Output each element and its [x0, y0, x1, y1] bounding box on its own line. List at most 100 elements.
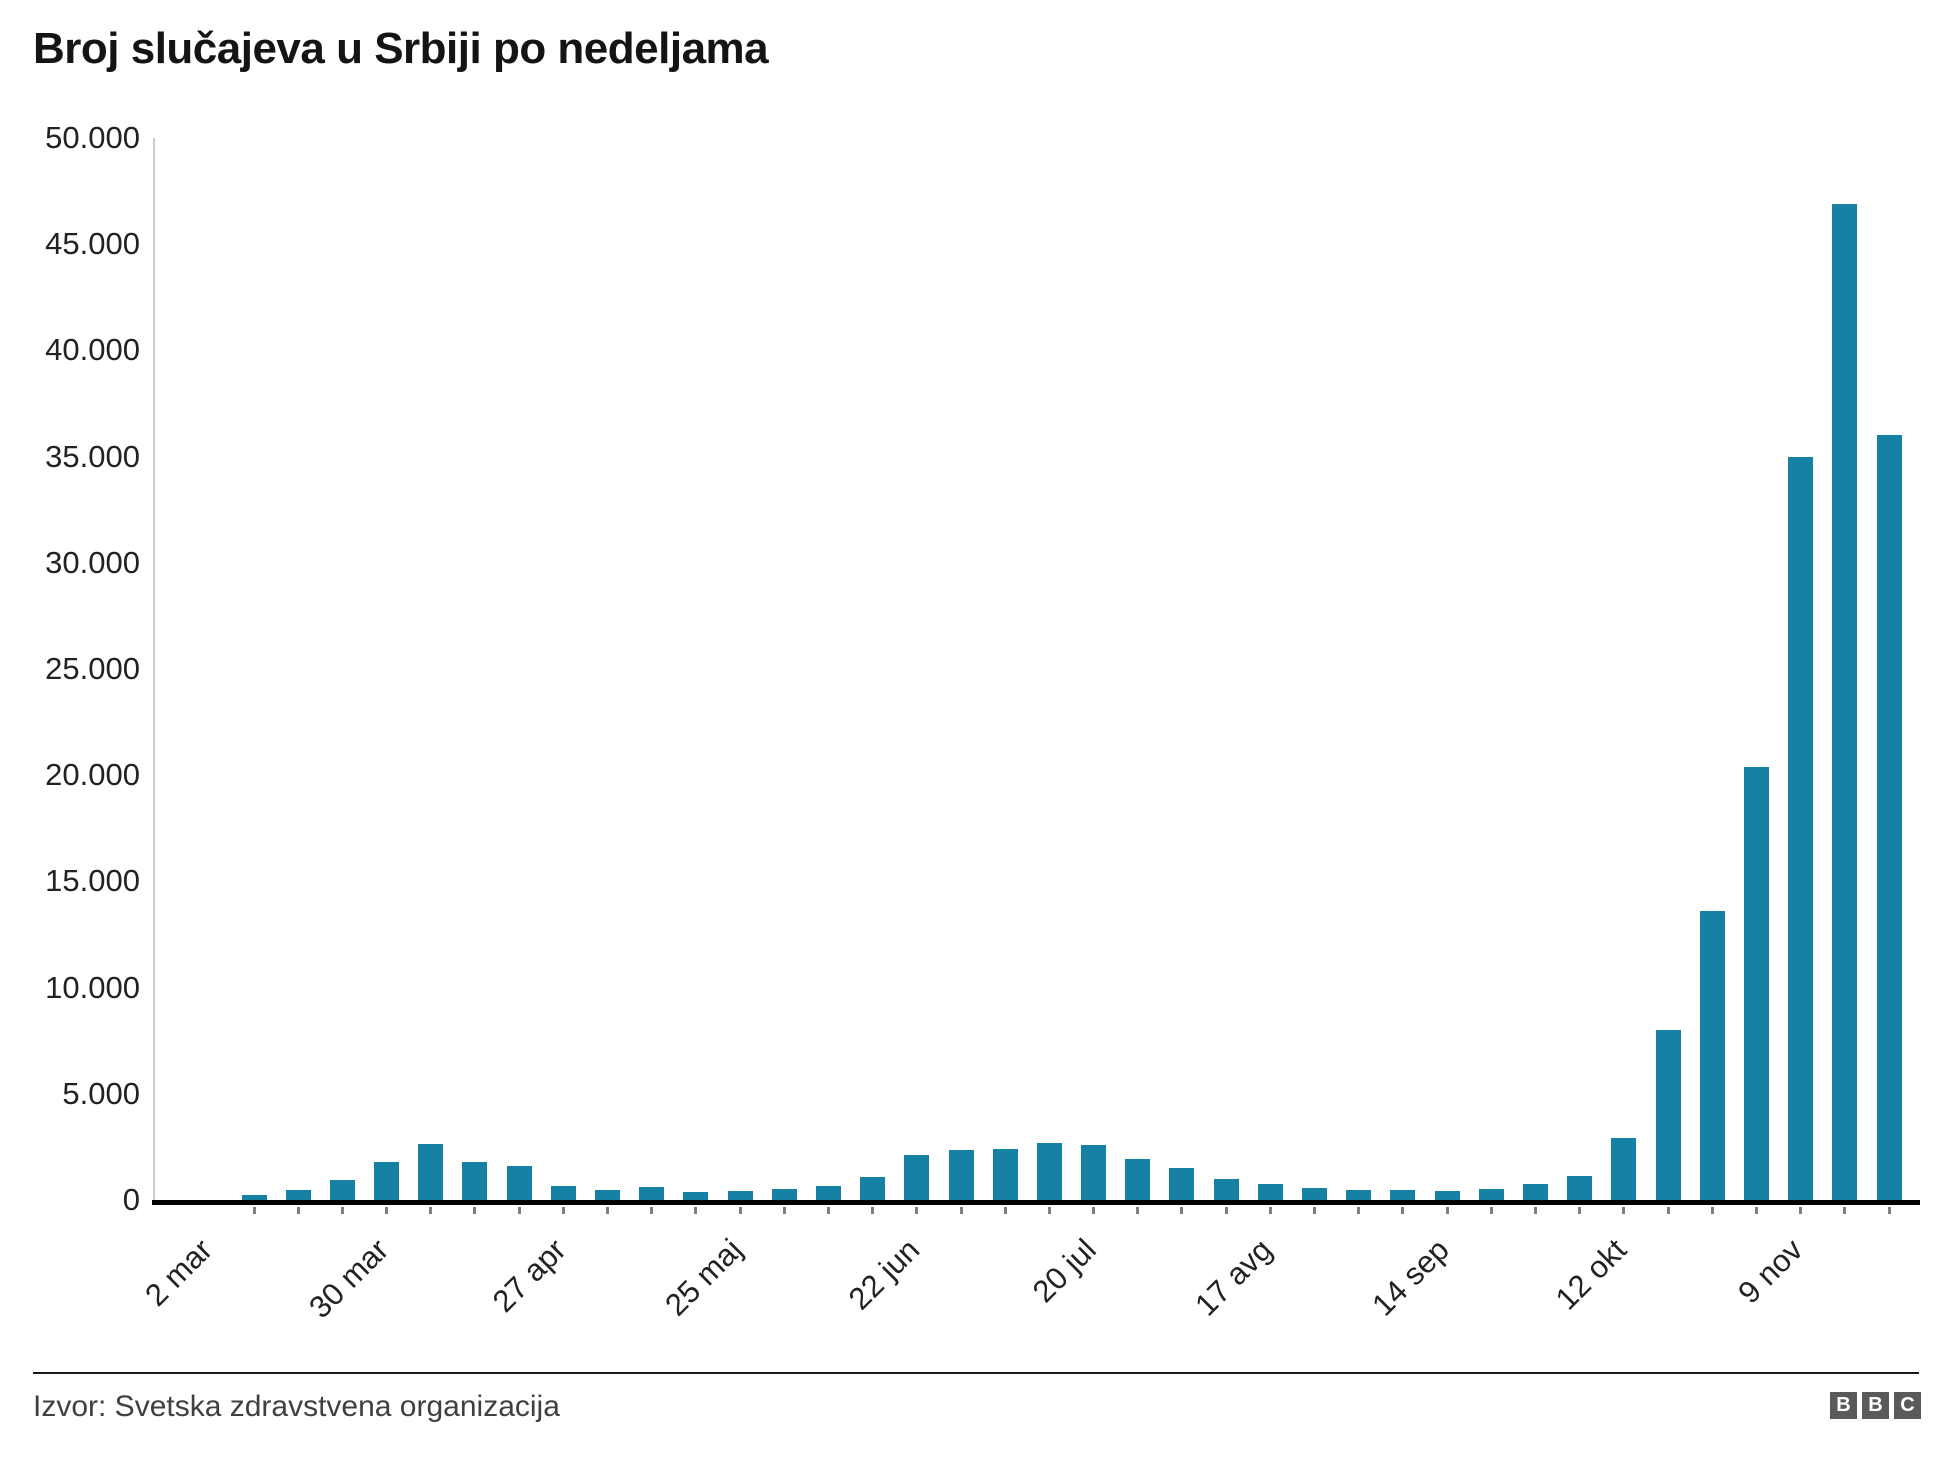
bar: [1478, 1189, 1504, 1200]
bar: [418, 1144, 444, 1200]
x-axis-tick: [1887, 1207, 1891, 1214]
bbc-logo-block: B: [1862, 1392, 1889, 1419]
x-axis-tick: [1401, 1207, 1405, 1214]
bar: [683, 1192, 709, 1200]
bar: [506, 1166, 532, 1200]
x-axis-tick: [1799, 1207, 1803, 1214]
bar: [374, 1162, 400, 1200]
bar: [1699, 911, 1725, 1200]
x-axis-tick: [473, 1207, 477, 1214]
bar: [241, 1195, 267, 1200]
x-axis-tick: [296, 1207, 300, 1214]
x-axis-tick: [1180, 1207, 1184, 1214]
x-axis-tick: [1357, 1207, 1361, 1214]
bar: [1567, 1176, 1593, 1200]
bar: [462, 1162, 488, 1200]
x-axis-tick: [650, 1207, 654, 1214]
x-axis-tick: [738, 1207, 742, 1214]
bar: [1036, 1143, 1062, 1200]
x-axis-tick: [252, 1207, 256, 1214]
bar: [771, 1189, 797, 1200]
x-axis-tick: [1578, 1207, 1582, 1214]
x-axis-tick: [1224, 1207, 1228, 1214]
y-axis-tick-label: 20.000: [45, 757, 140, 793]
x-axis-tick: [871, 1207, 875, 1214]
y-axis-tick-label: 35.000: [45, 438, 140, 474]
y-axis-tick-label: 15.000: [45, 863, 140, 899]
bar: [1125, 1159, 1151, 1200]
y-axis-line: [153, 138, 155, 1200]
bar: [1257, 1184, 1283, 1200]
y-axis-tick-label: 10.000: [45, 969, 140, 1005]
bar: [1611, 1138, 1637, 1200]
x-axis-tick-label: 25 maj: [658, 1232, 750, 1323]
bar: [815, 1186, 841, 1200]
x-axis-tick-label: 30 mar: [302, 1232, 396, 1325]
bar: [1655, 1030, 1681, 1200]
y-axis-tick-label: 25.000: [45, 651, 140, 686]
bar: [948, 1150, 974, 1200]
bar: [1788, 457, 1814, 1200]
x-axis-tick: [429, 1207, 433, 1214]
bar: [1213, 1179, 1239, 1200]
x-axis-tick: [826, 1207, 830, 1214]
y-axis-tick-label: 45.000: [45, 226, 140, 262]
bar: [329, 1180, 355, 1200]
x-axis-tick: [385, 1207, 389, 1214]
x-axis-tick-label: 2 mar: [137, 1232, 219, 1313]
x-axis-tick-label: 22 jun: [841, 1232, 926, 1317]
x-axis-tick: [1268, 1207, 1272, 1214]
x-axis-tick: [1047, 1207, 1051, 1214]
x-axis-tick: [1313, 1207, 1317, 1214]
bar: [1390, 1190, 1416, 1200]
x-axis-tick-label: 9 nov: [1731, 1232, 1810, 1311]
y-axis-tick-label: 30.000: [45, 544, 140, 580]
x-axis-tick: [1666, 1207, 1670, 1214]
y-axis-tick-label: 5.000: [62, 1075, 140, 1111]
bar: [1523, 1184, 1548, 1200]
x-axis-tick: [1754, 1207, 1758, 1214]
x-axis-tick-label: 17 avg: [1188, 1232, 1280, 1323]
bar: [595, 1190, 621, 1200]
x-axis-tick: [1843, 1207, 1847, 1214]
x-axis-tick: [1136, 1207, 1140, 1214]
x-axis-tick: [1534, 1207, 1537, 1214]
y-axis-tick-label: 40.000: [45, 332, 140, 368]
bbc-logo-block: C: [1894, 1392, 1921, 1419]
x-axis-tick: [1622, 1207, 1626, 1214]
bar: [1346, 1190, 1372, 1200]
bar: [550, 1186, 576, 1200]
x-axis-tick-label: 20 jul: [1025, 1232, 1103, 1310]
bar: [639, 1187, 665, 1200]
chart-title: Broj slučajeva u Srbiji po nedeljama: [33, 24, 769, 73]
x-axis-tick: [915, 1207, 919, 1214]
y-axis-tick-label: 50.000: [45, 120, 140, 155]
bar: [1743, 767, 1769, 1200]
bar: [1081, 1145, 1107, 1200]
bar: [904, 1155, 930, 1200]
x-axis-tick: [694, 1207, 698, 1214]
bar: [285, 1190, 311, 1200]
source-attribution: Izvor: Svetska zdravstvena organizacija: [33, 1390, 560, 1423]
x-axis-tick: [1710, 1207, 1714, 1214]
x-axis-tick: [1003, 1207, 1007, 1214]
x-axis-tick: [1092, 1207, 1096, 1214]
x-axis-tick: [959, 1207, 963, 1214]
bar: [992, 1149, 1018, 1200]
x-axis-tick-label: 27 apr: [485, 1232, 573, 1319]
y-axis-tick-label: 0: [122, 1182, 140, 1217]
x-axis-tick: [1489, 1207, 1493, 1214]
x-axis-tick: [1445, 1207, 1449, 1214]
x-axis-line: [152, 1200, 1920, 1205]
x-axis-tick-label: 14 sep: [1365, 1232, 1457, 1323]
x-axis-tick: [517, 1207, 521, 1214]
footer-divider: [33, 1372, 1919, 1374]
x-axis-tick: [782, 1207, 786, 1214]
bar: [1169, 1168, 1195, 1200]
bar: [1832, 204, 1858, 1200]
bar: [727, 1191, 753, 1200]
bbc-logo-block: B: [1830, 1392, 1857, 1419]
bar: [1434, 1191, 1460, 1200]
